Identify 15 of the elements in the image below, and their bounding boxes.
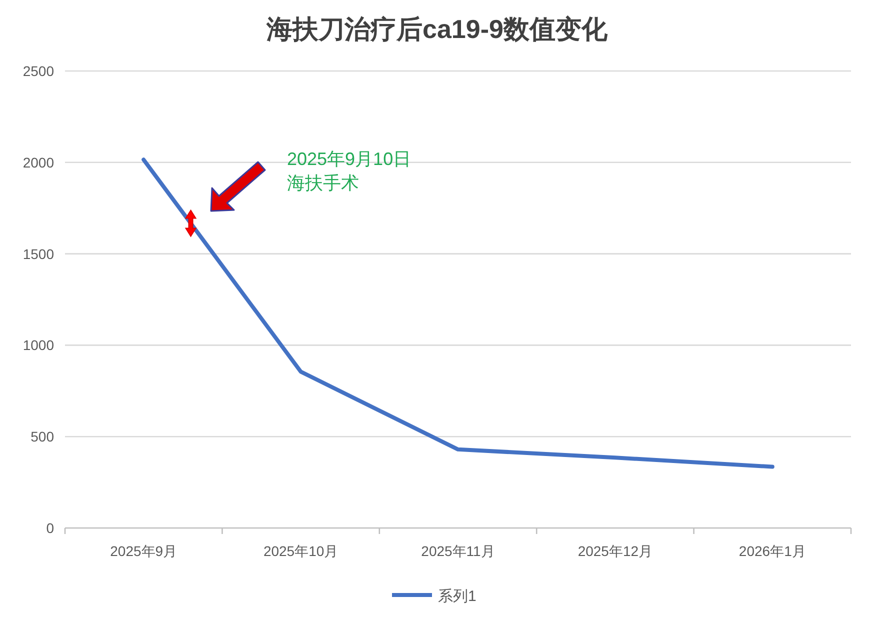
x-tick-label: 2025年12月 bbox=[578, 543, 653, 559]
y-tick-label: 0 bbox=[46, 520, 54, 536]
y-tick-label: 1000 bbox=[22, 337, 54, 354]
chart-title: 海扶刀治疗后ca19-9数值变化 bbox=[266, 14, 608, 44]
legend-label: 系列1 bbox=[438, 588, 476, 605]
x-tick-label: 2025年9月 bbox=[110, 543, 178, 559]
y-tick-label: 1500 bbox=[22, 246, 54, 262]
x-tick-label: 2025年10月 bbox=[263, 543, 338, 559]
x-tick-label: 2025年11月 bbox=[421, 543, 495, 559]
annotation: 海扶手术 bbox=[287, 173, 359, 193]
y-tick-label: 500 bbox=[30, 428, 54, 445]
annotation: 2025年9月10日 bbox=[287, 149, 412, 169]
y-tick-label: 2000 bbox=[22, 154, 54, 170]
y-tick-label: 2500 bbox=[22, 63, 54, 79]
x-tick-label: 2026年1月 bbox=[738, 543, 806, 559]
